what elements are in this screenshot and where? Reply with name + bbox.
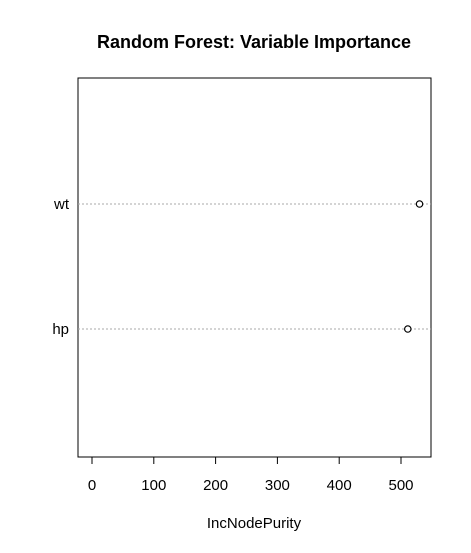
x-tick-label-300: 300	[265, 477, 290, 494]
x-axis-label: IncNodePurity	[207, 515, 302, 532]
y-label-wt: wt	[53, 196, 70, 213]
point-hp	[403, 325, 412, 333]
point-wt	[415, 200, 424, 208]
x-tick-label-0: 0	[88, 477, 96, 494]
x-tick-label-200: 200	[203, 477, 228, 494]
plot-frame	[77, 77, 432, 458]
guide-lines	[78, 203, 431, 330]
chart-title: Random Forest: Variable Importance	[97, 32, 411, 52]
y-label-hp: hp	[52, 321, 69, 338]
y-axis-labels: wt hp	[52, 196, 70, 338]
x-tick-label-100: 100	[141, 477, 166, 494]
x-axis: 0 100 200 300 400 500	[88, 456, 414, 494]
x-tick-label-400: 400	[327, 477, 352, 494]
x-tick-label-500: 500	[388, 477, 413, 494]
data-points	[403, 200, 424, 333]
